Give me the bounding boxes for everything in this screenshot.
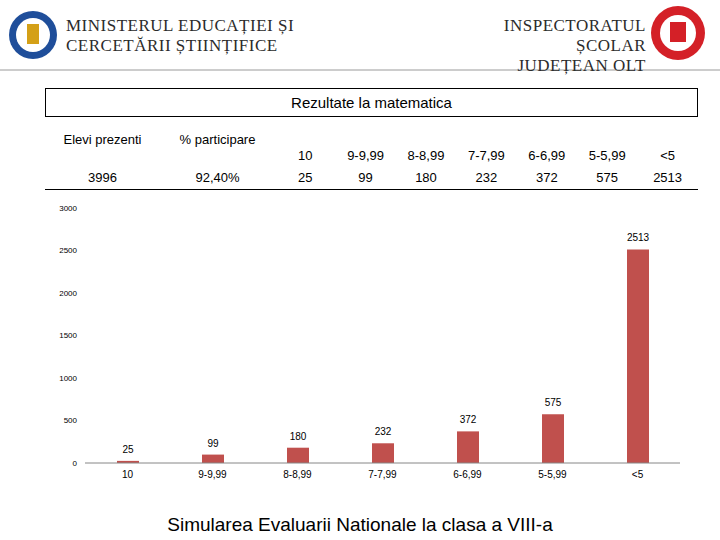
html-text:Elevi prezenti: Elevi prezenti [63,132,142,147]
svg-text:1500: 1500 [59,331,77,340]
svg-text:<5: <5 [632,469,644,480]
svg-text:0: 0 [73,459,78,468]
svg-text:180: 180 [290,431,307,442]
svg-text:5-5,99: 5-5,99 [538,469,567,480]
html-text:5-5,99: 5-5,99 [588,148,626,163]
html-text:CERCETĂRII ȘTIINȚIFICE: CERCETĂRII ȘTIINȚIFICE [66,36,278,55]
html-text:8-8,99: 8-8,99 [407,148,445,163]
svg-text:372: 372 [460,414,477,425]
html-text:92,40%: 92,40% [195,170,240,185]
svg-text:3000: 3000 [59,204,77,213]
svg-text:232: 232 [375,426,392,437]
html-text:99: 99 [358,170,373,185]
svg-text:2500: 2500 [59,246,77,255]
html-text:3996: 3996 [88,170,117,185]
svg-text:2513: 2513 [627,232,650,243]
html-text:% participare: % participare [179,132,256,147]
svg-text:9-9,99: 9-9,99 [198,469,227,480]
svg-text:7-7,99: 7-7,99 [368,469,397,480]
html-text:10: 10 [298,148,313,163]
html-text:25: 25 [298,170,313,185]
html-text:2513: 2513 [653,170,682,185]
html-text:<5: <5 [660,148,675,163]
html-text:6-6,99: 6-6,99 [528,148,566,163]
html-text:Simularea Evaluarii Nationale: Simularea Evaluarii Nationale la clasa a… [167,514,553,535]
html-text:INSPECTORATUL ȘCOLAR: INSPECTORATUL ȘCOLAR [503,16,646,55]
svg-text:99: 99 [207,438,219,449]
svg-text:25: 25 [122,444,134,455]
html-text:575: 575 [596,170,618,185]
svg-text:8-8,99: 8-8,99 [283,469,312,480]
html-text:Rezultate la matematica: Rezultate la matematica [291,94,452,111]
svg-text:6-6,99: 6-6,99 [453,469,482,480]
html-text:JUDEȚEAN OLT: JUDEȚEAN OLT [517,56,646,75]
svg-text:575: 575 [545,397,562,408]
svg-text:1000: 1000 [59,374,77,383]
html-text:232: 232 [475,170,498,185]
svg-text:2000: 2000 [59,289,77,298]
svg-text:10: 10 [122,469,134,480]
html-text:372: 372 [535,170,558,185]
html-text:180: 180 [415,170,437,185]
html-text:MINISTERUL EDUCAȚIEI ȘI: MINISTERUL EDUCAȚIEI ȘI [66,16,295,35]
html-text:9-9,99: 9-9,99 [347,148,384,163]
html-text:7-7,99: 7-7,99 [467,148,505,163]
svg-text:500: 500 [64,416,78,425]
